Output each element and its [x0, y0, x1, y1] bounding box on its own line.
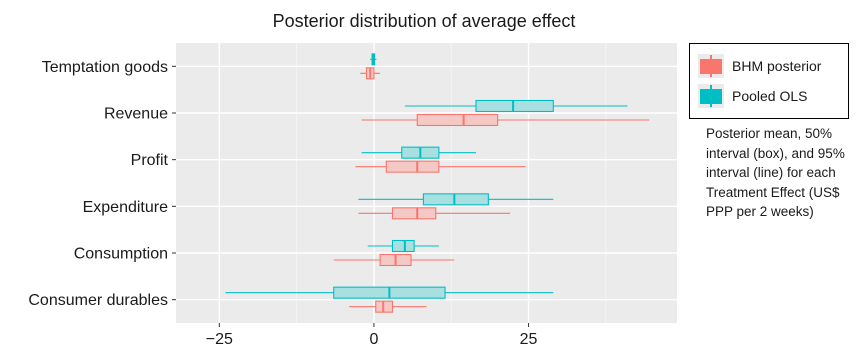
interval-50-box — [391, 207, 437, 220]
grid-lines — [176, 43, 677, 323]
box-mark-ols — [367, 239, 439, 253]
x-tick-label: 0 — [369, 331, 378, 344]
box-mark-ols — [358, 193, 554, 206]
y-tick-label: Expenditure — [83, 199, 168, 216]
box-mark-bhm — [333, 253, 455, 267]
legend: BHM posterior Pooled OLS — [689, 43, 849, 119]
interval-50-box — [475, 99, 554, 113]
box-mark-bhm — [360, 67, 381, 80]
legend-label-bhm: BHM posterior — [732, 58, 822, 74]
box-mark-bhm — [361, 113, 650, 127]
legend-key-bhm — [698, 54, 724, 78]
box-mark-ols — [225, 286, 554, 299]
x-tick-label: 25 — [520, 331, 538, 344]
box-mark-ols — [361, 146, 476, 159]
box-mark-bhm — [358, 207, 510, 220]
y-tick-label: Temptation goods — [42, 59, 168, 76]
plot-panel — [176, 43, 677, 323]
interval-50-box — [416, 113, 499, 127]
box-mark-ols — [370, 53, 377, 66]
interval-50-box — [391, 239, 415, 253]
y-tick-label: Consumption — [74, 246, 168, 263]
y-tick-label: Revenue — [104, 106, 168, 123]
y-tick-label: Profit — [131, 152, 169, 169]
box-mark-bhm — [355, 160, 526, 173]
interval-50-box — [385, 160, 440, 173]
caption-text: Posterior mean, 50% interval (box), and … — [706, 126, 845, 219]
y-tick-label: Consumer durables — [28, 292, 168, 309]
box-mark-bhm — [349, 300, 427, 313]
box-mark-ols — [404, 99, 628, 113]
data-marks — [225, 53, 650, 313]
interval-50-box — [422, 193, 489, 206]
legend-item-bhm: BHM posterior — [698, 54, 821, 78]
legend-item-ols: Pooled OLS — [698, 84, 808, 108]
chart-title: Posterior distribution of average effect — [273, 11, 576, 31]
y-axis-labels: Temptation goods Revenue Profit Expenditure… — [28, 59, 176, 309]
x-tick-label: −25 — [206, 331, 233, 344]
legend-label-ols: Pooled OLS — [732, 88, 808, 104]
x-axis-labels: −25 0 25 — [206, 323, 538, 344]
legend-key-ols — [698, 84, 724, 108]
